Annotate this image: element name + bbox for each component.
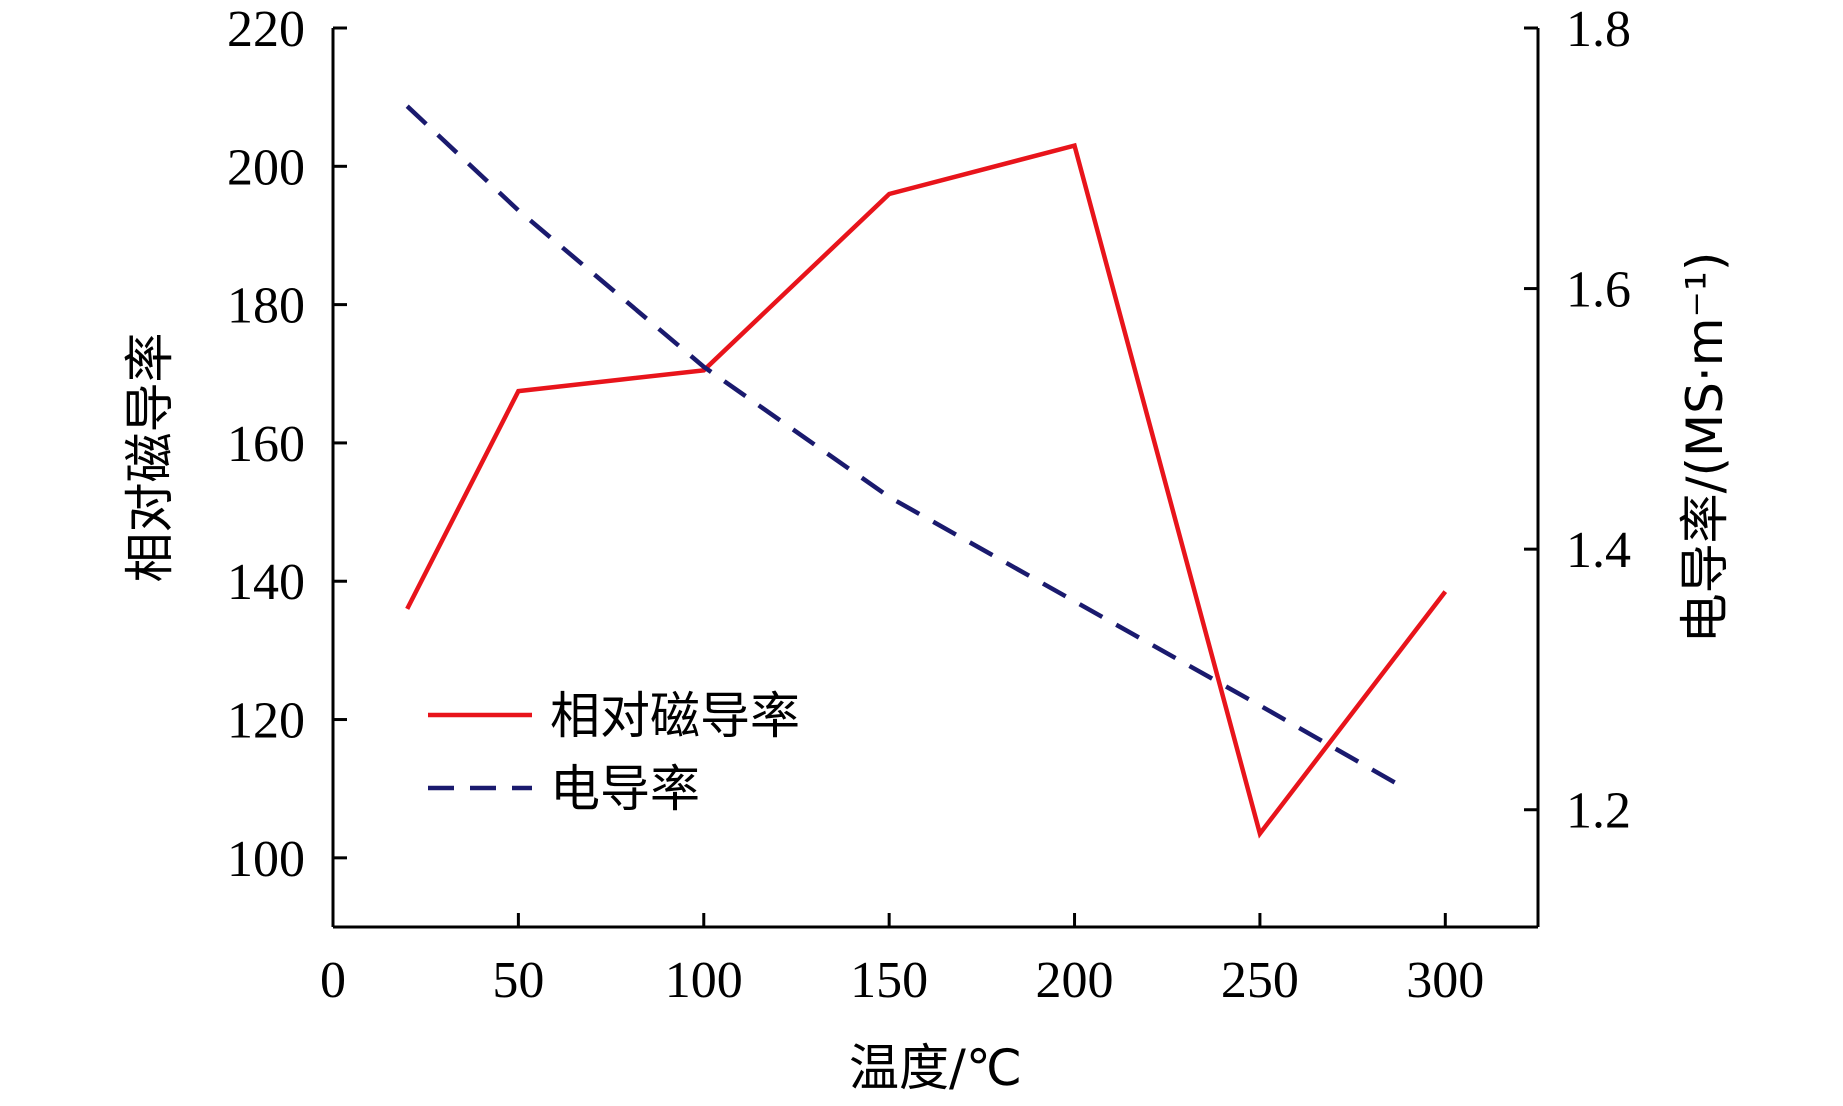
- right-y-tick-label: 1.6: [1566, 262, 1631, 319]
- left-y-tick-label: 120: [227, 693, 305, 750]
- left-y-tick-label: 140: [227, 554, 305, 611]
- x-tick-label: 200: [1036, 952, 1114, 1009]
- left-y-tick-label: 160: [227, 416, 305, 473]
- left-y-axis-title: 相对磁导率: [121, 333, 179, 583]
- axes: [331, 28, 1540, 929]
- left-y-tick-label: 180: [227, 278, 305, 335]
- right-y-tick-label: 1.8: [1566, 1, 1631, 58]
- x-tick-label: 250: [1221, 952, 1299, 1009]
- x-tick-label: 0: [320, 952, 346, 1009]
- left-y-tick-label: 200: [227, 139, 305, 196]
- permeability-series-line: [405, 142, 1448, 839]
- legend-label-conductivity: 电导率: [550, 760, 700, 818]
- series-lines: [405, 104, 1448, 839]
- x-tick-label: 50: [492, 952, 544, 1009]
- x-axis-title: 温度/℃: [849, 1039, 1022, 1097]
- right-y-tick-label: 1.4: [1566, 522, 1631, 579]
- left-y-tick-label: 100: [227, 831, 305, 888]
- x-tick-label: 150: [850, 952, 928, 1009]
- right-y-tick-label: 1.2: [1566, 783, 1631, 840]
- left-y-tick-label: 220: [227, 1, 305, 58]
- ticks: 0 50 100 150 200 250 300 100 120 140 160 180 200 220 1…: [227, 1, 1631, 1009]
- x-tick-label: 300: [1406, 952, 1484, 1009]
- right-y-axis-title: 电导率/(MS·m⁻¹): [1676, 252, 1734, 644]
- x-tick-label: 100: [665, 952, 743, 1009]
- legend-label-permeability: 相对磁导率: [550, 687, 800, 745]
